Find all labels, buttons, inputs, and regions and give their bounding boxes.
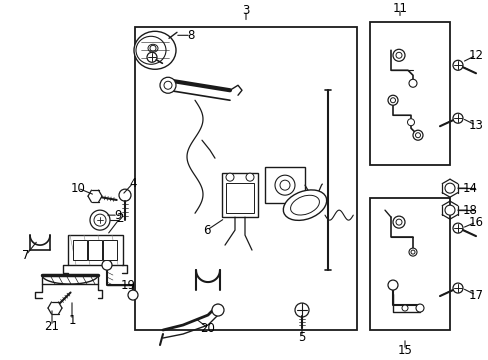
Circle shape [160,77,176,93]
Ellipse shape [290,195,319,215]
Text: 11: 11 [392,2,407,15]
Circle shape [452,60,462,70]
Circle shape [280,180,289,190]
Circle shape [444,183,454,193]
Text: 15: 15 [397,343,411,356]
Circle shape [245,173,253,181]
Text: 9: 9 [114,209,122,222]
Circle shape [444,205,454,215]
Text: 6: 6 [203,224,210,237]
Circle shape [274,175,294,195]
Text: 17: 17 [468,289,483,302]
Text: 2: 2 [116,212,123,225]
Circle shape [392,49,404,61]
Circle shape [395,219,401,225]
Ellipse shape [283,190,326,220]
Circle shape [387,95,397,105]
Circle shape [408,79,416,87]
Text: 10: 10 [70,182,85,195]
Circle shape [150,45,156,51]
Bar [68,235,123,265]
Ellipse shape [134,31,176,69]
Circle shape [412,130,422,140]
Text: 1: 1 [68,314,76,327]
Bar [135,27,356,330]
Text: 16: 16 [468,216,483,229]
Bar [369,22,449,165]
Text: 12: 12 [468,49,483,62]
Circle shape [452,113,462,123]
Text: 20: 20 [200,321,215,334]
Bar [222,173,258,217]
Bar [103,240,117,260]
Text: 21: 21 [44,320,60,333]
Circle shape [390,98,395,103]
Circle shape [410,250,414,254]
Circle shape [294,303,308,317]
Text: 7: 7 [22,249,30,262]
Circle shape [94,214,106,226]
Bar [88,240,102,260]
Circle shape [147,52,157,62]
Circle shape [102,260,112,270]
Ellipse shape [148,44,158,52]
Text: 8: 8 [187,29,194,42]
Bar [225,183,253,213]
Circle shape [225,173,234,181]
Text: 13: 13 [468,119,483,132]
Circle shape [407,119,414,126]
Text: 3: 3 [242,4,249,17]
Circle shape [90,210,110,230]
Circle shape [452,223,462,233]
Circle shape [452,283,462,293]
Circle shape [415,133,420,138]
Circle shape [395,52,401,58]
Text: 19: 19 [120,279,135,292]
Text: 5: 5 [298,330,305,343]
Text: 14: 14 [462,182,476,195]
Text: 4: 4 [129,177,137,190]
Bar [264,167,305,203]
Circle shape [212,304,224,316]
Bar [73,240,87,260]
Ellipse shape [136,36,165,64]
Circle shape [415,304,423,312]
Text: 18: 18 [462,204,476,217]
Circle shape [408,248,416,256]
Bar [369,198,449,330]
Circle shape [387,280,397,290]
Circle shape [392,216,404,228]
Circle shape [119,189,131,201]
Circle shape [401,305,407,311]
Circle shape [163,81,172,89]
Circle shape [128,290,138,300]
